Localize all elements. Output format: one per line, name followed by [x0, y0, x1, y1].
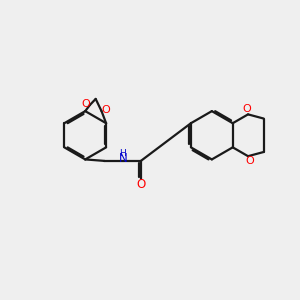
Text: O: O: [82, 99, 90, 109]
Text: O: O: [242, 104, 251, 114]
Text: O: O: [245, 156, 254, 166]
Text: H: H: [119, 149, 126, 158]
Text: N: N: [118, 152, 127, 165]
Text: O: O: [136, 178, 146, 191]
Text: O: O: [101, 105, 110, 115]
